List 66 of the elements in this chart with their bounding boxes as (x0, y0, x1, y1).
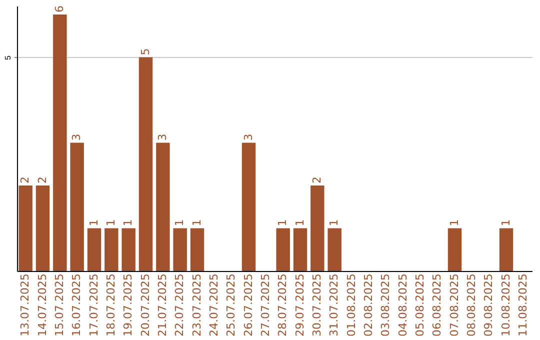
x-tick-label: 18.07.2025 (104, 274, 118, 336)
x-tick-label: 17.07.2025 (87, 274, 100, 336)
bar (499, 228, 514, 271)
data-label: 1 (499, 219, 512, 226)
x-tick-label: 29.07.2025 (293, 274, 306, 336)
bar (190, 228, 204, 271)
x-tick-label: 24.07.2025 (207, 274, 220, 336)
bar (173, 228, 187, 271)
x-tick-label: 15.07.2025 (52, 274, 66, 336)
x-tick-label: 25.07.2025 (224, 274, 238, 336)
data-label: 1 (87, 219, 100, 226)
bar (276, 228, 290, 271)
bar (122, 228, 136, 271)
bar (36, 186, 50, 271)
data-label: 1 (293, 219, 306, 226)
bar (310, 186, 324, 271)
x-tick-label: 07.08.2025 (448, 274, 461, 336)
x-tick-label: 11.08.2025 (516, 274, 530, 336)
bar (448, 228, 462, 271)
data-label: 1 (448, 219, 461, 226)
x-tick-label: 22.07.2025 (173, 274, 186, 336)
x-tick-label: 21.07.2025 (156, 274, 169, 336)
data-label: 6 (52, 6, 66, 13)
x-tick-label: 03.08.2025 (379, 274, 392, 336)
x-tick-label: 31.07.2025 (328, 274, 341, 336)
x-tick-label: 14.07.2025 (36, 274, 49, 336)
x-tick-label: 28.07.2025 (276, 274, 290, 336)
bar (328, 228, 342, 271)
x-tick-label: 02.08.2025 (362, 274, 375, 336)
x-tick-label: 06.08.2025 (430, 274, 444, 336)
x-tick-label: 30.07.2025 (310, 274, 324, 336)
x-tick-label: 01.08.2025 (344, 274, 358, 336)
data-label: 1 (190, 219, 204, 226)
bar (156, 142, 170, 271)
bar (53, 14, 67, 271)
data-label: 1 (276, 219, 290, 226)
bar (138, 57, 153, 271)
x-tick-label: 26.07.2025 (242, 274, 255, 336)
x-tick-label: 10.08.2025 (499, 274, 512, 336)
bar (104, 228, 118, 271)
bar (87, 228, 102, 271)
x-tick-label: 08.08.2025 (464, 274, 478, 336)
data-label: 1 (173, 219, 186, 226)
x-tick-label: 27.07.2025 (258, 274, 272, 336)
data-label: 1 (328, 219, 341, 226)
x-tick-label: 04.08.2025 (396, 274, 410, 336)
data-label: 1 (104, 219, 118, 226)
data-label: 3 (242, 134, 255, 141)
x-tick-label: 19.07.2025 (122, 274, 135, 336)
data-label: 2 (310, 176, 324, 184)
x-tick-label: 09.08.2025 (482, 274, 496, 336)
data-label: 3 (156, 134, 169, 141)
x-tick-label: 16.07.2025 (70, 274, 84, 336)
x-tick-label: 23.07.2025 (190, 274, 204, 336)
x-tick-label: 05.08.2025 (413, 274, 426, 336)
data-label: 2 (36, 176, 49, 184)
x-tick-label: 13.07.2025 (18, 274, 32, 336)
data-label: 5 (138, 48, 152, 56)
data-label: 3 (70, 134, 84, 141)
data-label: 2 (18, 176, 32, 184)
x-tick-label: 20.07.2025 (138, 274, 152, 336)
bar (293, 228, 308, 271)
data-label: 1 (122, 219, 135, 226)
bar (242, 142, 256, 271)
bar (70, 142, 84, 271)
bar (18, 186, 32, 271)
